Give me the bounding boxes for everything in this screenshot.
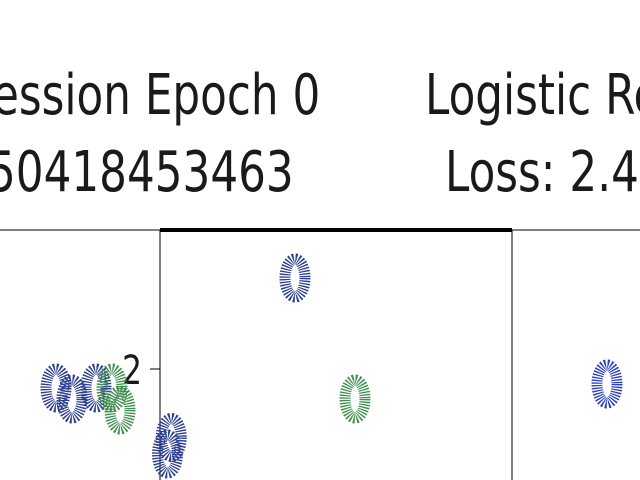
chart-2-point-0-1 [155,413,187,462]
chart-1-point-0-1 [56,374,88,424]
chart-1-point-0-0 [40,363,72,413]
chart-3-point-0-0 [591,359,623,409]
chart-2-point-0-2 [279,253,311,303]
chart-1-point-0-2 [80,363,112,413]
chart-2-title-line1: Logistic Regr [425,63,640,128]
chart-2-point-1-0 [339,374,371,424]
chart-1-point-1-1 [104,385,136,435]
chart-1-title-line2: 50418453463 [0,140,294,205]
chart-2-title-line2: Loss: 2.4455 [445,140,640,205]
chart-2-ytick-label: 2 [122,348,142,394]
chart-1-title-line1: ession Epoch 0 [0,63,321,128]
